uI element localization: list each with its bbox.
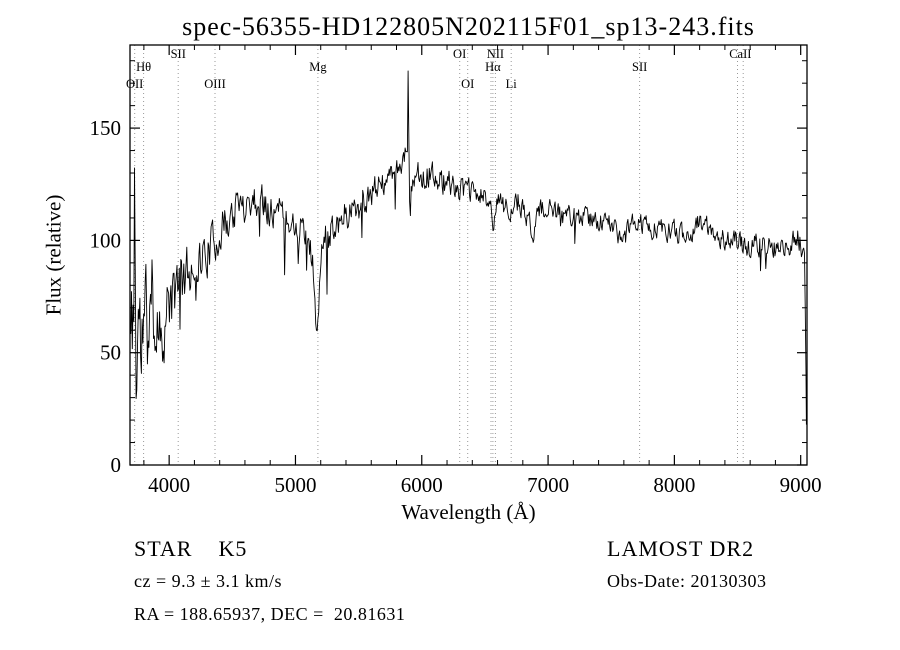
x-tick-label: 8000 xyxy=(653,473,695,497)
obs-date: Obs-Date: 20130303 xyxy=(607,571,767,591)
spectrum-plot: 4000 5000 6000 7000 8000 9000 0 50 100 150 OII Hθ SI… xyxy=(90,44,822,497)
cz-value: cz = 9.3 ± 3.1 km/s xyxy=(134,571,283,591)
y-tick-label: 100 xyxy=(90,228,122,252)
spectral-line-label: SII xyxy=(632,60,647,74)
x-axis-label: Wavelength (Å) xyxy=(401,500,536,524)
spectral-line-label: NII xyxy=(487,47,504,61)
spectral-line-label: OI xyxy=(453,47,466,61)
y-tick-label: 150 xyxy=(90,116,122,140)
y-tick-label: 50 xyxy=(100,341,121,365)
y-tick-label: 0 xyxy=(111,453,122,477)
x-tick-label: 6000 xyxy=(401,473,443,497)
spectral-line-label: OIII xyxy=(204,77,226,91)
chart-title: spec-56355-HD122805N202115F01_sp13-243.f… xyxy=(182,12,755,41)
spectral-line-label: CaII xyxy=(729,47,751,61)
plot-box xyxy=(129,44,808,466)
x-tick-label: 9000 xyxy=(780,473,822,497)
classification-label: STAR K5 xyxy=(134,536,248,561)
spectral-line-label: Li xyxy=(506,77,518,91)
spectrum-line xyxy=(129,70,807,425)
spectral-line-label: OII xyxy=(126,77,143,91)
spectral-line-label: Hθ xyxy=(136,60,151,74)
ra-dec-coords: RA = 188.65937, DEC = 20.81631 xyxy=(134,604,406,624)
spectral-line-label: OI xyxy=(461,77,474,91)
x-tick-label: 5000 xyxy=(274,473,316,497)
spectral-line-label: Hα xyxy=(485,60,501,74)
x-tick-label: 4000 xyxy=(148,473,190,497)
spectral-line-label: SII xyxy=(171,47,186,61)
spectral-line-label: Mg xyxy=(309,60,327,74)
survey-label: LAMOST DR2 xyxy=(607,536,755,561)
x-tick-label: 7000 xyxy=(527,473,569,497)
